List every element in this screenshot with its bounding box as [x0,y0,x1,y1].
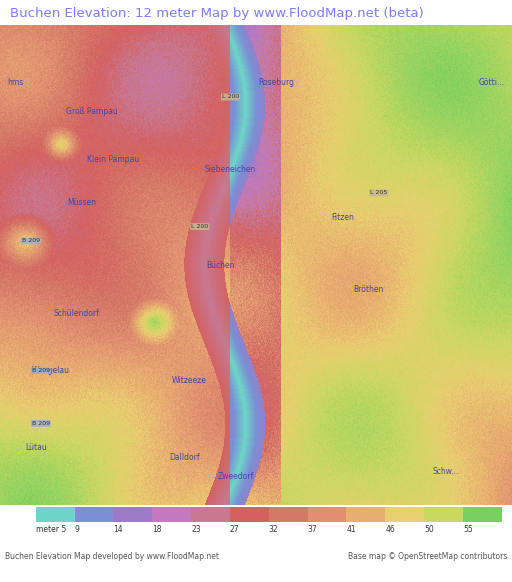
Text: 27: 27 [230,524,240,534]
Bar [153,507,191,522]
Text: Dalldorf: Dalldorf [169,452,200,462]
Text: Schw...: Schw... [432,467,459,476]
Bar [463,507,502,522]
Text: L 205: L 205 [370,190,388,196]
Bar [230,507,269,522]
Text: Schülendorf: Schülendorf [54,308,100,318]
Text: Fitzen: Fitzen [332,212,354,222]
Text: Siebeneichen: Siebeneichen [205,165,256,173]
Text: 46: 46 [385,524,395,534]
Text: 55: 55 [463,524,473,534]
Text: 50: 50 [424,524,434,534]
Text: 41: 41 [347,524,356,534]
Text: Roseburg: Roseburg [259,78,294,87]
Text: 14: 14 [114,524,123,534]
Text: B 209: B 209 [32,368,50,373]
Text: Base map © OpenStreetMap contributors: Base map © OpenStreetMap contributors [348,552,507,561]
Text: meter 5: meter 5 [36,524,66,534]
Text: 37: 37 [308,524,317,534]
Text: L 200: L 200 [222,94,239,100]
Text: Lütau: Lütau [25,443,47,452]
Text: Büchen: Büchen [206,261,234,269]
Text: Bröthen: Bröthen [353,285,384,293]
Text: Groß Pampau: Groß Pampau [66,107,118,116]
Bar [75,507,114,522]
Text: Buchen Elevation Map developed by www.FloodMap.net: Buchen Elevation Map developed by www.Fl… [5,552,219,561]
Bar [347,507,385,522]
Text: 18: 18 [153,524,162,534]
Bar [269,507,308,522]
Text: Müssen: Müssen [68,198,96,207]
Bar [191,507,230,522]
Text: Zweedorf: Zweedorf [218,471,253,481]
Text: B 209: B 209 [32,421,50,426]
Bar [424,507,463,522]
Bar [36,507,75,522]
Text: Witzeeze: Witzeeze [172,376,207,385]
Bar [308,507,347,522]
Text: Wangelau: Wangelau [32,366,70,375]
Bar [114,507,153,522]
Text: hms: hms [7,78,24,87]
Text: L 200: L 200 [191,224,208,229]
Text: B 209: B 209 [22,239,40,243]
Text: 23: 23 [191,524,201,534]
Text: 32: 32 [269,524,279,534]
Bar [385,507,424,522]
Text: Götti...: Götti... [478,78,505,87]
Text: 9: 9 [75,524,79,534]
Text: Buchen Elevation: 12 meter Map by www.FloodMap.net (beta): Buchen Elevation: 12 meter Map by www.Fl… [10,7,424,20]
Text: Klein Pampau: Klein Pampau [87,155,139,164]
